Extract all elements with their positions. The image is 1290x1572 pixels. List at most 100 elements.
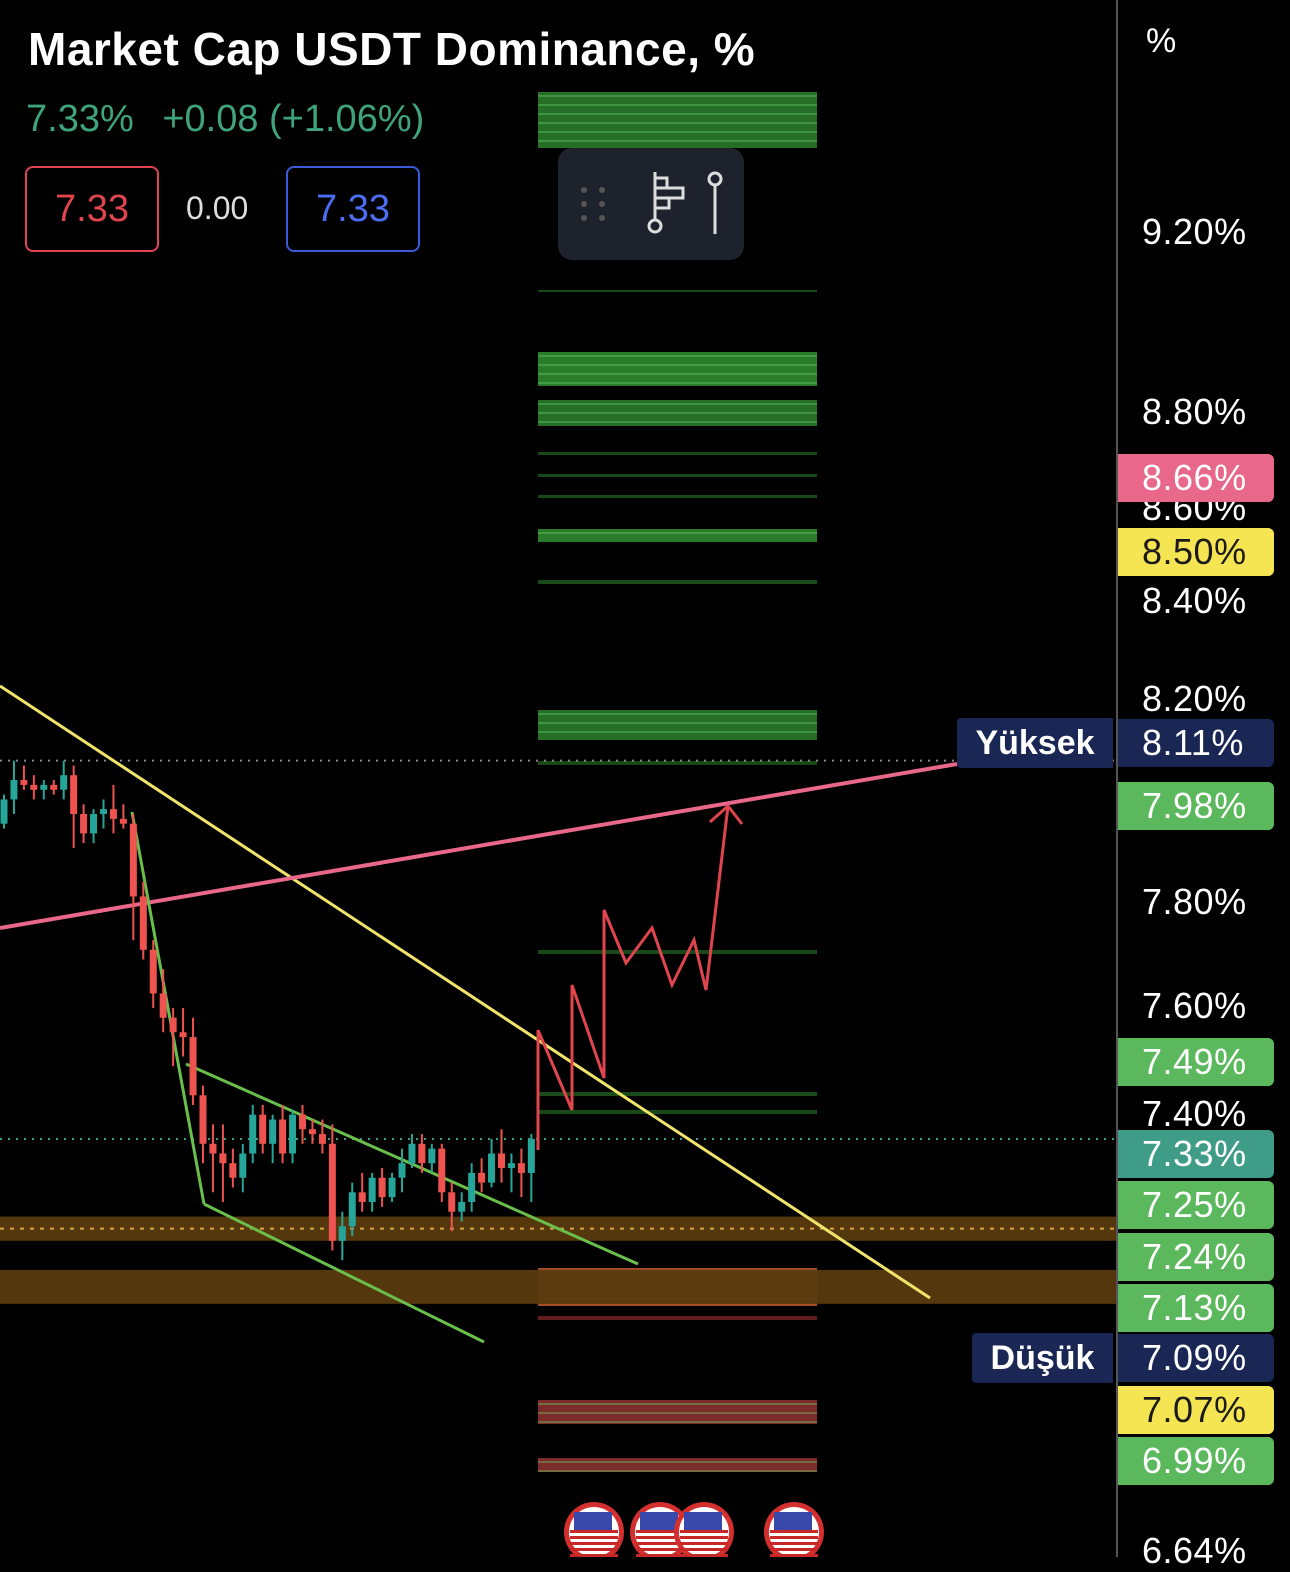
channel-line (130, 811, 206, 1205)
axis-tick-label: 7.80% (1142, 881, 1247, 922)
volume-profile (538, 92, 817, 1472)
volume-band (538, 495, 817, 498)
candle-body (488, 1153, 496, 1183)
price-badge: 6.99% (1118, 1437, 1274, 1485)
candle-body (498, 1153, 505, 1169)
volume-band (538, 580, 817, 584)
candle-body (229, 1163, 237, 1178)
candle-body (179, 1032, 187, 1038)
flag-stripe (770, 1530, 818, 1533)
channel-lower-line (203, 1202, 485, 1344)
price-badge: 7.13% (1118, 1284, 1274, 1332)
candle-body (348, 1192, 356, 1227)
us-flag-icon (564, 1502, 624, 1557)
pin-line-icon[interactable] (707, 171, 723, 234)
axis-tick-label: 8.80% (1142, 391, 1247, 432)
axis-unit: % (1146, 22, 1177, 60)
flag-canton (684, 1512, 722, 1530)
price-badge: 7.09% (1118, 1334, 1274, 1382)
candle-body (249, 1114, 257, 1154)
candle-body (478, 1172, 486, 1183)
volume-band (538, 529, 817, 542)
buy-button[interactable]: 7.33 (286, 166, 420, 252)
projection-zigzag (536, 805, 730, 1111)
candle-body (20, 780, 28, 785)
candle-body (100, 809, 107, 814)
flag-canton (640, 1512, 678, 1530)
candle-body (398, 1163, 406, 1178)
candle-body (338, 1226, 346, 1241)
drawing-toolbar[interactable] (558, 148, 744, 260)
sell-button[interactable]: 7.33 (25, 166, 159, 252)
candle-body (219, 1153, 227, 1164)
flag-canton (774, 1512, 812, 1530)
flag-stripe (570, 1536, 618, 1539)
volume-band (538, 92, 817, 148)
candle-body (199, 1095, 207, 1144)
candle-body (90, 814, 98, 834)
candle-body (289, 1114, 297, 1154)
axis-tick-label: 6.64% (1142, 1530, 1247, 1571)
high-tag: Yüksek (957, 718, 1113, 768)
flag-icon[interactable] (647, 172, 685, 234)
candle-body (308, 1129, 316, 1135)
candle-body (527, 1138, 535, 1173)
candle-body (209, 1143, 217, 1154)
candle-body (70, 775, 78, 814)
projection-arrowhead (709, 803, 744, 825)
flag-stripe (680, 1542, 728, 1545)
volume-band (538, 1400, 817, 1424)
candle-body (448, 1192, 456, 1212)
horizontal-lines (0, 759, 1117, 1140)
candle-body (109, 809, 117, 819)
candle-body (0, 799, 8, 824)
candle-body (40, 784, 48, 790)
price-badge: 7.07% (1118, 1386, 1274, 1434)
flag-stripe (570, 1542, 618, 1545)
price-badge: 7.98% (1118, 782, 1274, 830)
change-value: +0.08 (+1.06%) (162, 98, 425, 140)
candle-body (169, 1017, 177, 1033)
price-badge: 8.66% (1118, 454, 1274, 502)
candle-body (458, 1202, 466, 1212)
volume-band (538, 352, 817, 386)
volume-band (538, 1316, 817, 1320)
last-value: 7.33% (26, 98, 134, 140)
flag-stripe (636, 1530, 684, 1533)
flag-stripe (570, 1548, 618, 1551)
candlesticks (0, 760, 535, 1261)
volume-band (538, 710, 817, 740)
support-zone (0, 1269, 1117, 1304)
volume-band (538, 1092, 817, 1096)
candle-body (318, 1134, 326, 1144)
trendlines (0, 684, 958, 1344)
volume-band (538, 1458, 817, 1472)
axis-tick-label: 8.40% (1142, 580, 1247, 621)
candle-body (358, 1192, 366, 1202)
us-flag-icon (674, 1502, 734, 1557)
candle-body (438, 1148, 446, 1193)
flag-stripe (680, 1530, 728, 1533)
flag-stripe (680, 1548, 728, 1551)
price-badge: 7.33% (1118, 1130, 1274, 1178)
volume-band (538, 452, 817, 455)
flag-stripe (770, 1548, 818, 1551)
drag-handle-icon[interactable] (581, 187, 605, 221)
candle-body (60, 775, 68, 790)
candle-body (279, 1119, 287, 1154)
flag-stripe (636, 1542, 684, 1545)
flag-stripe (570, 1554, 618, 1557)
price-badge: 8.11% (1118, 719, 1274, 767)
flag-stripe (680, 1554, 728, 1557)
volume-band (538, 1110, 817, 1114)
candle-body (50, 784, 58, 790)
volume-band (538, 761, 817, 765)
spread-value: 0.00 (186, 190, 249, 226)
low-tag: Düşük (972, 1333, 1113, 1383)
candle-body (408, 1143, 416, 1164)
volume-band (538, 950, 817, 954)
price-badge: 7.49% (1118, 1038, 1274, 1086)
candle-body (259, 1114, 267, 1144)
flag-stripe (570, 1530, 618, 1533)
